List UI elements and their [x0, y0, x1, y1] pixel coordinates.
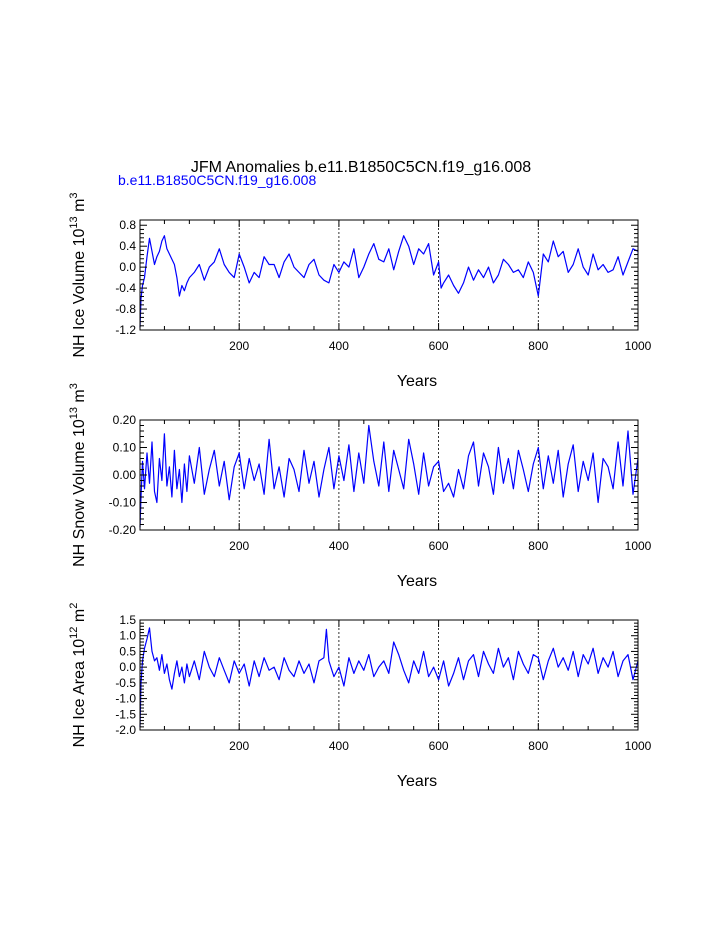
x-tick-label: 200 [229, 539, 249, 553]
x-axis-title: Years [397, 773, 437, 790]
chart-subtitle: b.e11.B1850C5CN.f19_g16.008 [118, 172, 316, 188]
x-tick-label: 400 [329, 339, 349, 353]
x-tick-label: 800 [528, 739, 548, 753]
y-axis-title: NH Snow Volume 1013 m3 [68, 383, 88, 567]
y-tick-label: 0.4 [119, 239, 136, 253]
chart-panels: 200 400 600 800 1000 -1.2 -0.8 -0.4 0.0 0.4 0.8 Yea… [68, 192, 652, 790]
plot-frame [139, 219, 639, 331]
y-tick-label: -0.20 [109, 523, 137, 537]
y-tick-label: -0.4 [115, 281, 136, 295]
y-tick-label: -0.10 [109, 496, 137, 510]
y-tick-label: -1.5 [115, 707, 136, 721]
y-tick-label: 0.10 [113, 441, 137, 455]
y-tick-label: -0.5 [115, 676, 136, 690]
series-line [139, 235, 639, 328]
y-tick-label: 0.00 [113, 468, 137, 482]
x-tick-label: 600 [429, 539, 449, 553]
plot-frame [139, 419, 639, 531]
chart-panel: 200 400 600 800 1000-2.0-1.5-1.0-0.50.00.51.… [68, 603, 652, 790]
y-tick-label: 0.0 [119, 660, 136, 674]
chart-panel: 200 400 600 800 1000 -1.2 -0.8 -0.4 0.0 0.4 0.8 Yea… [68, 192, 652, 390]
y-tick-label: 0.20 [113, 413, 137, 427]
y-tick-label: 1.0 [119, 629, 136, 643]
x-tick-label: 1000 [625, 339, 652, 353]
y-tick-label: 0.8 [119, 218, 136, 232]
y-tick-label: 1.5 [119, 613, 136, 627]
y-axis-title: NH Ice Area 1012 m2 [68, 603, 88, 748]
y-tick-label: -1.2 [115, 323, 136, 337]
y-tick-label: -2.0 [115, 723, 136, 737]
y-tick-label: 0.0 [119, 260, 136, 274]
x-axis-title: Years [397, 373, 437, 390]
chart-title: JFM Anomalies b.e11.B1850C5CN.f19_g16.00… [191, 159, 531, 176]
x-tick-label: 800 [528, 339, 548, 353]
series-line [139, 424, 639, 528]
x-axis-title: Years [397, 573, 437, 590]
x-tick-label: 600 [429, 739, 449, 753]
x-tick-label: 400 [329, 739, 349, 753]
x-tick-label: 1000 [625, 539, 652, 553]
x-tick-label: 200 [229, 339, 249, 353]
chart-panel: 200 400 600 800 1000 -0.20 -0.10 0.00 0.10 0.20 Ye… [68, 383, 652, 590]
x-tick-label: 800 [528, 539, 548, 553]
series-line [139, 627, 639, 727]
y-tick-label: 0.5 [119, 644, 136, 658]
x-tick-label: 600 [429, 339, 449, 353]
y-tick-label: -0.8 [115, 302, 136, 316]
y-tick-label: -1.0 [115, 692, 136, 706]
x-tick-label: 1000 [625, 739, 652, 753]
x-tick-label: 400 [329, 539, 349, 553]
y-axis-title: NH Ice Volume 1013 m3 [68, 192, 88, 357]
x-tick-label: 200 [229, 739, 249, 753]
